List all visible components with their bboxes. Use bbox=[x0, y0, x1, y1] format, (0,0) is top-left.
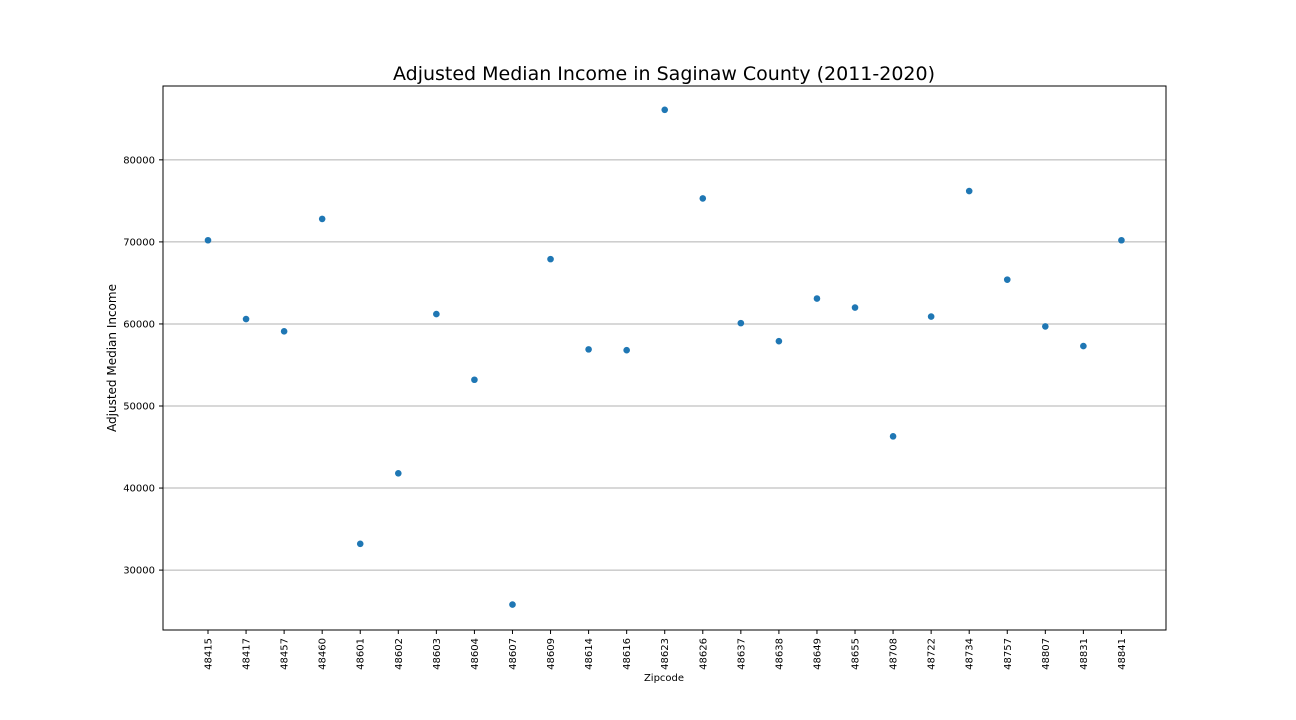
x-tick-label: 48417 bbox=[242, 638, 253, 670]
x-tick-label: 48457 bbox=[280, 638, 291, 670]
x-tick-label: 48649 bbox=[812, 638, 823, 670]
x-tick-label: 48623 bbox=[660, 638, 671, 670]
x-tick-label: 48607 bbox=[508, 638, 519, 670]
x-tick-label: 48604 bbox=[470, 638, 481, 670]
data-point bbox=[318, 215, 326, 223]
data-point bbox=[1042, 323, 1049, 330]
y-tick-label: 80000 bbox=[123, 155, 155, 166]
data-points bbox=[204, 106, 1125, 608]
grid-lines bbox=[163, 159, 1166, 571]
x-axis-ticks: 48415 48417 48457 48460 48601 48602 48603 48604… bbox=[204, 630, 1128, 670]
data-point bbox=[623, 346, 630, 354]
x-tick-label: 48460 bbox=[318, 638, 329, 670]
data-point bbox=[356, 540, 364, 548]
x-tick-label: 48415 bbox=[204, 638, 215, 670]
data-point bbox=[1003, 276, 1011, 283]
x-tick-label: 48708 bbox=[889, 638, 900, 670]
data-point bbox=[1080, 342, 1087, 350]
y-tick-label: 30000 bbox=[123, 566, 155, 577]
data-point bbox=[433, 310, 440, 318]
x-tick-label: 48637 bbox=[736, 638, 747, 670]
x-axis-label: Zipcode bbox=[644, 673, 684, 684]
x-tick-label: 48841 bbox=[1117, 638, 1128, 670]
y-axis-label: Adjusted Median Income bbox=[105, 284, 119, 432]
x-tick-label: 48734 bbox=[965, 638, 976, 670]
data-point bbox=[775, 337, 783, 345]
x-tick-label: 48757 bbox=[1003, 638, 1014, 670]
data-point bbox=[585, 346, 592, 353]
data-point bbox=[280, 328, 288, 335]
data-point bbox=[204, 236, 212, 244]
x-tick-label: 48601 bbox=[356, 638, 367, 670]
x-tick-label: 48638 bbox=[774, 638, 785, 670]
data-point bbox=[965, 187, 973, 195]
data-point bbox=[661, 106, 669, 114]
x-tick-label: 48616 bbox=[622, 638, 633, 670]
x-tick-label: 48602 bbox=[394, 638, 405, 670]
data-point bbox=[471, 376, 478, 384]
data-point bbox=[813, 295, 821, 302]
data-point bbox=[1118, 236, 1125, 244]
data-point bbox=[509, 601, 516, 608]
data-point bbox=[699, 195, 707, 202]
data-point bbox=[737, 319, 745, 327]
y-axis-ticks: 30000 40000 50000 60000 70000 80000 bbox=[123, 155, 163, 577]
x-tick-label: 48626 bbox=[698, 638, 709, 670]
y-tick-label: 40000 bbox=[123, 484, 155, 495]
x-tick-label: 48831 bbox=[1079, 638, 1090, 670]
data-point bbox=[242, 315, 250, 323]
chart-title: Adjusted Median Income in Saginaw County… bbox=[393, 63, 935, 85]
x-tick-label: 48722 bbox=[927, 638, 938, 670]
x-tick-label: 48603 bbox=[432, 638, 443, 670]
y-tick-label: 50000 bbox=[123, 402, 155, 413]
x-tick-label: 48807 bbox=[1041, 638, 1052, 670]
data-point bbox=[889, 433, 897, 440]
data-point bbox=[547, 255, 554, 263]
data-point bbox=[395, 469, 402, 477]
data-point bbox=[927, 313, 935, 320]
data-point bbox=[851, 304, 859, 311]
x-tick-label: 48614 bbox=[584, 638, 595, 670]
x-tick-label: 48655 bbox=[851, 638, 862, 670]
x-tick-label: 48609 bbox=[546, 638, 557, 670]
y-tick-label: 70000 bbox=[123, 237, 155, 248]
plot-area-frame bbox=[162, 85, 1167, 631]
y-tick-label: 60000 bbox=[123, 319, 155, 330]
